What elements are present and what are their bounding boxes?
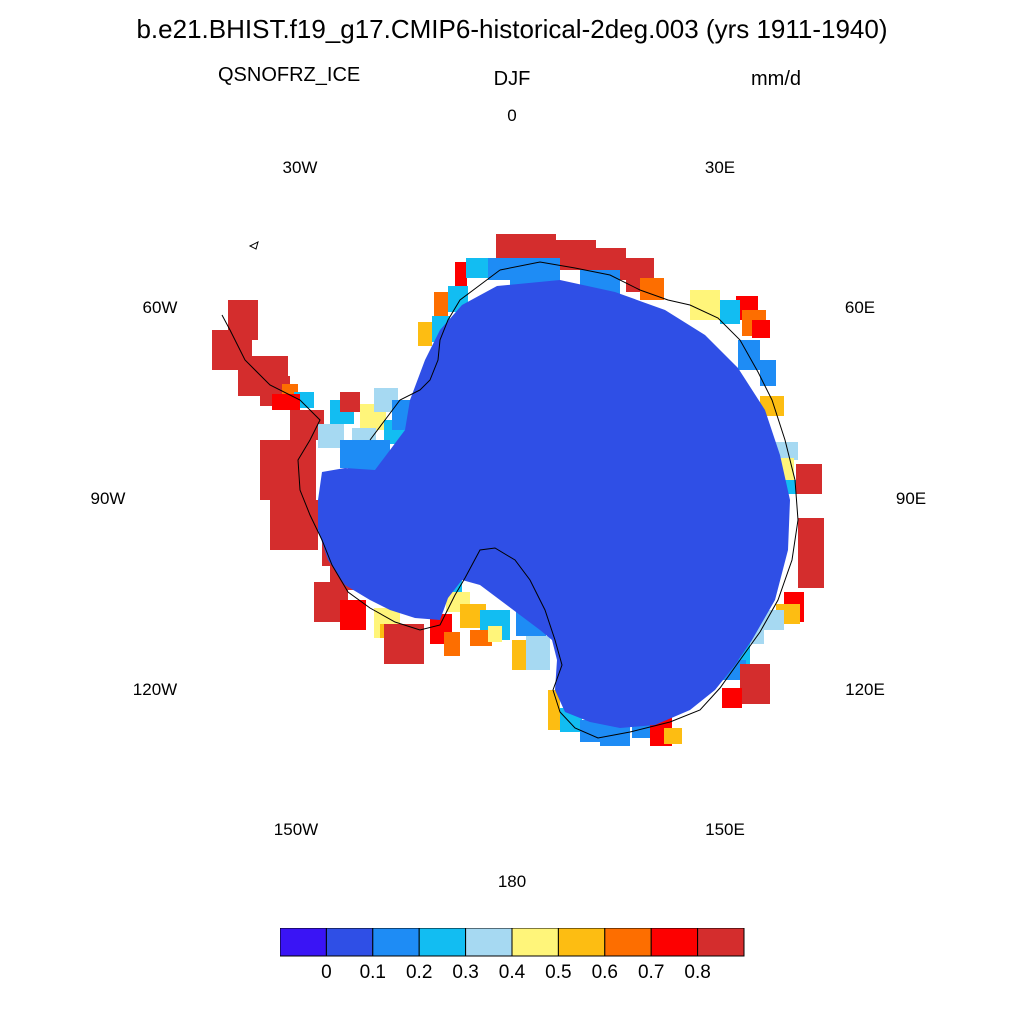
colorbar-label: 0.5 [545, 962, 572, 983]
edge-cell [640, 278, 664, 300]
lon-label: 30E [704, 158, 736, 177]
edge-cell [228, 300, 258, 340]
lon-label: 90W [90, 489, 126, 508]
colorbar-label: 0.6 [591, 962, 619, 983]
colorbar-swatch [280, 928, 327, 957]
colorbar-swatch [604, 928, 652, 957]
edge-cell [720, 300, 740, 324]
season-label: DJF [493, 68, 531, 90]
colorbar-label: 0 [321, 962, 332, 983]
colorbar-label: 0.8 [684, 962, 711, 983]
lon-label: 0 [507, 106, 517, 125]
edge-cell [272, 394, 300, 410]
colorbar-label: 0.3 [452, 962, 479, 983]
lon-label: 120W [132, 680, 178, 699]
edge-cell [466, 258, 488, 278]
variable-name: QSNOFRZ_ICE [218, 64, 361, 86]
edge-cell [548, 690, 560, 730]
lon-label: 90E [895, 489, 927, 508]
lon-label: 60E [844, 298, 876, 317]
colorbar-swatch [465, 928, 513, 957]
lon-label: 120E [845, 680, 885, 699]
edge-cell [318, 424, 344, 448]
edge-cell [690, 290, 720, 320]
colorbar-swatch [372, 928, 420, 957]
edge-cell [526, 636, 550, 670]
edge-cell [722, 688, 742, 708]
antarctica-interior [318, 280, 790, 728]
edge-cell [556, 240, 596, 270]
lon-label: 30W [282, 158, 318, 177]
colorbar [280, 928, 745, 957]
colorbar-swatch [697, 928, 745, 957]
colorbar-label: 0.2 [405, 962, 433, 983]
colorbar-swatch [511, 928, 559, 957]
coastline [221, 261, 799, 739]
lon-label: 150W [273, 820, 319, 839]
edge-cell [270, 500, 318, 550]
edge-cell [384, 624, 424, 664]
edge-cell [488, 626, 502, 642]
edge-cell [496, 234, 556, 262]
edge-cell [418, 322, 432, 346]
edge-cell [798, 518, 824, 588]
edge-cell [796, 464, 822, 494]
colorbar-swatch [418, 928, 467, 957]
edge-cell [752, 320, 770, 338]
edge-cell [664, 728, 682, 744]
colorbar-swatch [325, 928, 374, 957]
colorbar-swatch [650, 928, 699, 957]
island-outline [248, 241, 259, 250]
edge-cell [470, 630, 492, 646]
lon-label: 150E [705, 820, 745, 839]
figure-title: b.e21.BHIST.f19_g17.CMIP6-historical-2de… [136, 14, 888, 44]
edge-cell [444, 632, 460, 656]
edge-cell [760, 360, 776, 386]
edge-cell [740, 664, 770, 704]
lon-label: 60W [142, 298, 178, 317]
units-label: mm/d [751, 68, 801, 90]
edge-cell [340, 392, 360, 412]
edge-cell [260, 440, 316, 500]
edge-cell [512, 640, 528, 670]
edge-cell [580, 720, 602, 742]
edge-cell [340, 600, 366, 630]
edge-cell [455, 262, 467, 288]
lon-label: 180 [497, 872, 527, 891]
edge-cell [434, 292, 448, 316]
colorbar-label: 0.4 [498, 962, 526, 983]
colorbar-label: 0.1 [359, 962, 387, 983]
colorbar-swatch [557, 928, 606, 957]
colorbar-label: 0.7 [637, 962, 665, 983]
edge-cell [760, 396, 784, 416]
